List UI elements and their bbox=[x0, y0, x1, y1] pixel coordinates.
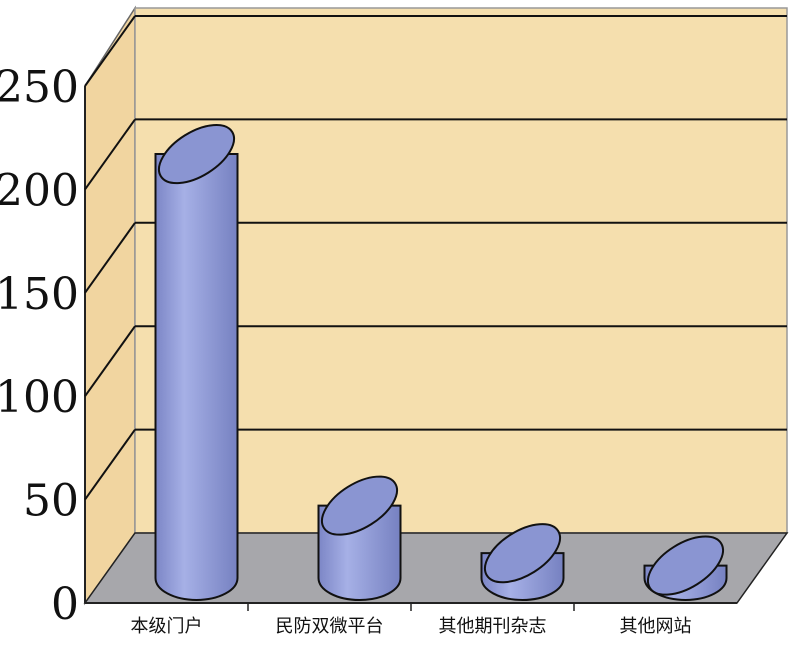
grid-lines bbox=[84, 15, 787, 501]
cylinder-top bbox=[647, 535, 724, 596]
cylinder-top bbox=[321, 475, 398, 536]
cylinder-body bbox=[154, 153, 239, 601]
y-tick-label: 100 bbox=[0, 372, 79, 423]
y-tick-label: 50 bbox=[23, 476, 79, 527]
cylinder-bar bbox=[154, 124, 239, 601]
side-gridline bbox=[84, 429, 136, 501]
cylinder-top bbox=[158, 124, 235, 185]
y-tick-label: 150 bbox=[0, 269, 79, 320]
x-tick-label: 民防双微平台 bbox=[276, 616, 384, 637]
bars bbox=[154, 124, 728, 601]
x-tick-label: 其他网站 bbox=[620, 616, 692, 637]
cylinder-bar bbox=[317, 475, 402, 601]
x-tick-label: 其他期刊杂志 bbox=[439, 616, 547, 637]
side-gridline bbox=[84, 325, 136, 397]
y-tick-label: 250 bbox=[0, 62, 79, 113]
side-gridline bbox=[84, 118, 136, 190]
y-axis-ticks: 0 50 100 150 200 250 bbox=[0, 62, 79, 630]
y-tick-label: 200 bbox=[0, 165, 79, 216]
x-tick-label: 本级门户 bbox=[131, 616, 203, 637]
cylinder-bar bbox=[480, 523, 565, 601]
x-axis-ticks: 本级门户 民防双微平台 其他期刊杂志 其他网站 bbox=[131, 603, 692, 637]
side-gridline bbox=[84, 15, 136, 87]
cylinder-bar bbox=[643, 535, 728, 601]
side-gridline bbox=[84, 222, 136, 294]
left-side-wall bbox=[84, 5, 136, 606]
cylinder-top bbox=[484, 523, 561, 584]
y-tick-label: 0 bbox=[51, 579, 79, 630]
